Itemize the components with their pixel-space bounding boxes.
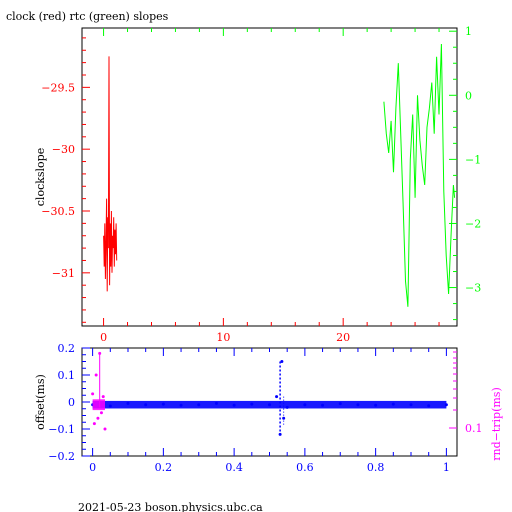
bottom-series-group: [91, 351, 448, 436]
rnd-trip-point: [96, 416, 100, 420]
offset-point: [356, 403, 360, 407]
offset-point: [275, 395, 279, 399]
bottom-y-tick-label: 0.1: [58, 369, 76, 382]
offset-point: [250, 402, 254, 406]
rnd-trip-point: [99, 411, 103, 415]
offset-point: [179, 403, 183, 407]
top-y-tick-label: −30.5: [41, 205, 75, 218]
top-y-tick-label: −29.5: [41, 81, 75, 94]
offset-point: [409, 403, 413, 407]
bottom-y2-axis-label: rnd−trip(ms): [490, 387, 503, 461]
top-x-axis: 0 10 20: [100, 28, 440, 344]
top-y2-tick-label: 0: [465, 89, 472, 102]
top-y-tick-label: −30: [52, 143, 75, 156]
offset-point: [108, 404, 112, 408]
top-y-axis-label: clockslope: [34, 148, 47, 206]
bottom-y-tick-label: 0.2: [58, 342, 76, 355]
bottom-x-tick-label: 0.8: [367, 461, 385, 474]
top-series-group: [103, 43, 456, 307]
bottom-y-tick-label: −0.2: [48, 450, 75, 463]
top-x-tick-label: 0: [100, 331, 107, 344]
footer-text: 2021-05-23 boson.physics.ubc.ca: [78, 501, 263, 512]
bottom-y-axis-label: offset(ms): [34, 374, 47, 430]
bottom-y2-axis: 0.1: [449, 351, 483, 435]
top-chart-title: clock (red) rtc (green) slopes: [6, 10, 169, 23]
bottom-y-tick-label: 0: [68, 396, 75, 409]
bottom-x-axis: 0 0.2 0.4 0.6 0.8 1: [89, 348, 450, 474]
offset-point: [303, 403, 307, 407]
rnd-trip-point: [92, 422, 96, 426]
offset-point: [374, 403, 378, 407]
bottom-y-axis: 0.2 0.1 0 −0.1 −0.2: [48, 342, 90, 463]
offset-point: [214, 401, 218, 405]
bottom-x-tick-label: 0.6: [296, 461, 314, 474]
offset-point: [161, 402, 165, 406]
bottom-y-tick-label: −0.1: [48, 423, 75, 436]
rnd-trip-point: [103, 427, 107, 431]
rnd-trip-point: [91, 392, 95, 396]
top-y-axis: −29.5 −30 −30.5 −31: [41, 37, 90, 323]
rnd-trip-point: [101, 395, 105, 399]
top-y-tick-label: −31: [52, 267, 75, 280]
rnd-trip-band: [92, 399, 105, 411]
top-plot-frame: [81, 27, 458, 327]
top-y2-tick-label: −1: [465, 153, 481, 166]
offset-point: [280, 360, 284, 363]
offset-point: [321, 403, 325, 407]
offset-point: [197, 403, 201, 407]
bottom-x-tick-label: 0.2: [155, 461, 173, 474]
offset-point: [427, 404, 431, 408]
offset-point: [144, 403, 148, 407]
series-line-clock: [103, 56, 118, 292]
top-y2-tick-label: 1: [465, 25, 472, 38]
top-x-tick-label: 10: [216, 331, 230, 344]
offset-point: [126, 401, 130, 405]
bottom-x-tick-label: 1: [443, 461, 450, 474]
top-y2-axis: 1 0 −1 −2 −3: [449, 25, 481, 321]
offset-point: [268, 403, 271, 407]
offset-point: [338, 402, 342, 406]
bottom-x-tick-label: 0.4: [225, 461, 243, 474]
offset-point: [285, 405, 289, 409]
offset-point: [444, 403, 448, 407]
top-x-tick-label: 20: [336, 331, 350, 344]
top-y2-tick-label: −2: [465, 217, 481, 230]
rnd-trip-point: [94, 373, 98, 377]
bottom-x-tick-label: 0: [89, 461, 96, 474]
bottom-y2-tick-label: 0.1: [465, 422, 483, 435]
series-line-rtc: [383, 43, 456, 307]
offset-point: [391, 402, 395, 406]
top-y2-tick-label: −3: [465, 282, 481, 295]
offset-point: [232, 403, 236, 407]
